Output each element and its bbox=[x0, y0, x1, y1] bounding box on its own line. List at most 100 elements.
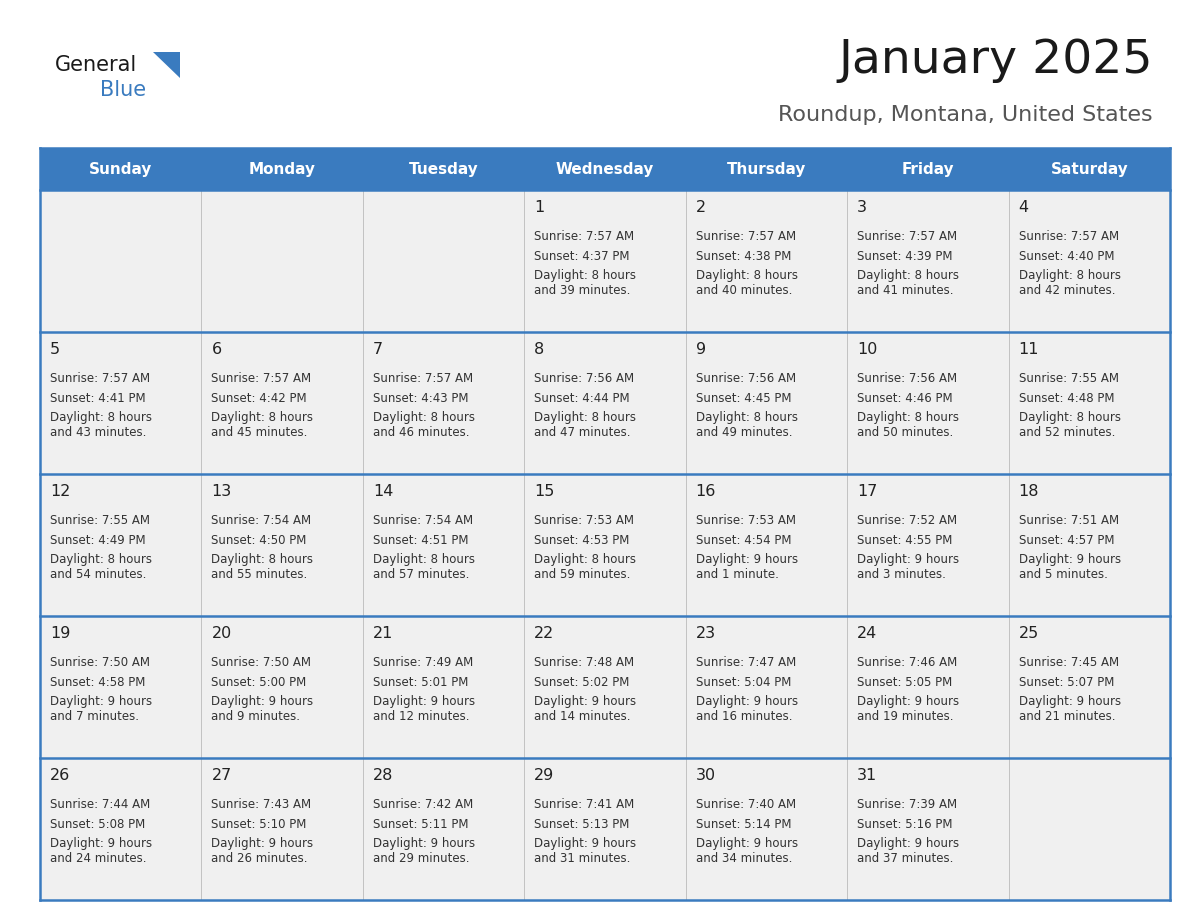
Text: 23: 23 bbox=[696, 626, 716, 641]
Text: Sunset: 4:53 PM: Sunset: 4:53 PM bbox=[535, 533, 630, 546]
Text: 5: 5 bbox=[50, 342, 61, 357]
Text: Sunrise: 7:57 AM: Sunrise: 7:57 AM bbox=[211, 372, 311, 385]
Text: Daylight: 9 hours
and 24 minutes.: Daylight: 9 hours and 24 minutes. bbox=[50, 837, 152, 865]
Text: 8: 8 bbox=[535, 342, 544, 357]
Text: Daylight: 8 hours
and 54 minutes.: Daylight: 8 hours and 54 minutes. bbox=[50, 553, 152, 581]
Text: 31: 31 bbox=[858, 768, 878, 783]
Text: 26: 26 bbox=[50, 768, 70, 783]
Text: Sunrise: 7:42 AM: Sunrise: 7:42 AM bbox=[373, 798, 473, 811]
Text: Sunrise: 7:53 AM: Sunrise: 7:53 AM bbox=[696, 514, 796, 527]
Text: Sunrise: 7:50 AM: Sunrise: 7:50 AM bbox=[211, 656, 311, 669]
Text: Sunrise: 7:52 AM: Sunrise: 7:52 AM bbox=[858, 514, 958, 527]
Text: Sunset: 5:08 PM: Sunset: 5:08 PM bbox=[50, 818, 145, 831]
Text: Daylight: 8 hours
and 45 minutes.: Daylight: 8 hours and 45 minutes. bbox=[211, 411, 314, 439]
Text: 20: 20 bbox=[211, 626, 232, 641]
Text: 17: 17 bbox=[858, 484, 878, 499]
Text: 15: 15 bbox=[535, 484, 555, 499]
Polygon shape bbox=[153, 52, 181, 78]
Bar bbox=[847, 332, 1009, 474]
Bar bbox=[847, 758, 1009, 900]
Text: General: General bbox=[55, 55, 138, 75]
Text: Sunrise: 7:50 AM: Sunrise: 7:50 AM bbox=[50, 656, 150, 669]
Text: Daylight: 8 hours
and 39 minutes.: Daylight: 8 hours and 39 minutes. bbox=[535, 269, 637, 297]
Text: Sunset: 5:00 PM: Sunset: 5:00 PM bbox=[211, 676, 307, 688]
Text: Sunset: 4:42 PM: Sunset: 4:42 PM bbox=[211, 391, 307, 405]
Bar bbox=[524, 474, 685, 616]
Bar bbox=[40, 148, 1170, 190]
Bar bbox=[40, 616, 202, 758]
Bar bbox=[524, 758, 685, 900]
Text: Sunrise: 7:53 AM: Sunrise: 7:53 AM bbox=[535, 514, 634, 527]
Text: Sunset: 4:38 PM: Sunset: 4:38 PM bbox=[696, 250, 791, 263]
Text: 28: 28 bbox=[373, 768, 393, 783]
Text: Sunset: 4:37 PM: Sunset: 4:37 PM bbox=[535, 250, 630, 263]
Text: Daylight: 9 hours
and 19 minutes.: Daylight: 9 hours and 19 minutes. bbox=[858, 695, 959, 723]
Text: Sunset: 5:13 PM: Sunset: 5:13 PM bbox=[535, 818, 630, 831]
Text: Sunrise: 7:54 AM: Sunrise: 7:54 AM bbox=[211, 514, 311, 527]
Text: 22: 22 bbox=[535, 626, 555, 641]
Text: 1: 1 bbox=[535, 200, 544, 215]
Bar bbox=[847, 474, 1009, 616]
Text: Sunrise: 7:55 AM: Sunrise: 7:55 AM bbox=[1018, 372, 1119, 385]
Bar bbox=[685, 616, 847, 758]
Bar bbox=[1009, 758, 1170, 900]
Text: Sunset: 4:57 PM: Sunset: 4:57 PM bbox=[1018, 533, 1114, 546]
Text: Sunset: 4:51 PM: Sunset: 4:51 PM bbox=[373, 533, 468, 546]
Text: Blue: Blue bbox=[100, 80, 146, 100]
Text: Daylight: 8 hours
and 57 minutes.: Daylight: 8 hours and 57 minutes. bbox=[373, 553, 475, 581]
Text: Sunset: 4:48 PM: Sunset: 4:48 PM bbox=[1018, 391, 1114, 405]
Text: Daylight: 9 hours
and 34 minutes.: Daylight: 9 hours and 34 minutes. bbox=[696, 837, 798, 865]
Text: 30: 30 bbox=[696, 768, 716, 783]
Text: Daylight: 8 hours
and 49 minutes.: Daylight: 8 hours and 49 minutes. bbox=[696, 411, 797, 439]
Bar bbox=[202, 758, 362, 900]
Text: Daylight: 8 hours
and 55 minutes.: Daylight: 8 hours and 55 minutes. bbox=[211, 553, 314, 581]
Text: 3: 3 bbox=[858, 200, 867, 215]
Text: Daylight: 9 hours
and 5 minutes.: Daylight: 9 hours and 5 minutes. bbox=[1018, 553, 1120, 581]
Text: 7: 7 bbox=[373, 342, 383, 357]
Text: Sunset: 4:39 PM: Sunset: 4:39 PM bbox=[858, 250, 953, 263]
Bar bbox=[685, 474, 847, 616]
Text: Daylight: 8 hours
and 41 minutes.: Daylight: 8 hours and 41 minutes. bbox=[858, 269, 959, 297]
Bar bbox=[685, 758, 847, 900]
Text: Daylight: 9 hours
and 31 minutes.: Daylight: 9 hours and 31 minutes. bbox=[535, 837, 637, 865]
Bar bbox=[524, 616, 685, 758]
Text: Sunrise: 7:57 AM: Sunrise: 7:57 AM bbox=[535, 230, 634, 243]
Bar bbox=[362, 758, 524, 900]
Text: Sunrise: 7:56 AM: Sunrise: 7:56 AM bbox=[696, 372, 796, 385]
Text: Sunrise: 7:43 AM: Sunrise: 7:43 AM bbox=[211, 798, 311, 811]
Bar bbox=[40, 474, 202, 616]
Text: Sunrise: 7:47 AM: Sunrise: 7:47 AM bbox=[696, 656, 796, 669]
Text: 6: 6 bbox=[211, 342, 221, 357]
Text: 14: 14 bbox=[373, 484, 393, 499]
Text: Sunrise: 7:41 AM: Sunrise: 7:41 AM bbox=[535, 798, 634, 811]
Bar bbox=[1009, 332, 1170, 474]
Text: Saturday: Saturday bbox=[1050, 162, 1129, 176]
Text: Sunrise: 7:40 AM: Sunrise: 7:40 AM bbox=[696, 798, 796, 811]
Bar bbox=[1009, 616, 1170, 758]
Bar bbox=[40, 190, 202, 332]
Text: Daylight: 8 hours
and 40 minutes.: Daylight: 8 hours and 40 minutes. bbox=[696, 269, 797, 297]
Text: Sunset: 4:46 PM: Sunset: 4:46 PM bbox=[858, 391, 953, 405]
Text: Thursday: Thursday bbox=[727, 162, 807, 176]
Text: Sunrise: 7:49 AM: Sunrise: 7:49 AM bbox=[373, 656, 473, 669]
Text: Sunday: Sunday bbox=[89, 162, 152, 176]
Text: Sunrise: 7:56 AM: Sunrise: 7:56 AM bbox=[535, 372, 634, 385]
Text: Daylight: 9 hours
and 7 minutes.: Daylight: 9 hours and 7 minutes. bbox=[50, 695, 152, 723]
Text: Daylight: 8 hours
and 59 minutes.: Daylight: 8 hours and 59 minutes. bbox=[535, 553, 637, 581]
Text: Sunset: 5:04 PM: Sunset: 5:04 PM bbox=[696, 676, 791, 688]
Text: Sunset: 5:16 PM: Sunset: 5:16 PM bbox=[858, 818, 953, 831]
Text: Sunset: 4:44 PM: Sunset: 4:44 PM bbox=[535, 391, 630, 405]
Text: 27: 27 bbox=[211, 768, 232, 783]
Text: Daylight: 9 hours
and 14 minutes.: Daylight: 9 hours and 14 minutes. bbox=[535, 695, 637, 723]
Text: Sunrise: 7:57 AM: Sunrise: 7:57 AM bbox=[696, 230, 796, 243]
Text: Sunset: 4:43 PM: Sunset: 4:43 PM bbox=[373, 391, 468, 405]
Text: Monday: Monday bbox=[248, 162, 316, 176]
Text: Sunset: 5:14 PM: Sunset: 5:14 PM bbox=[696, 818, 791, 831]
Text: 11: 11 bbox=[1018, 342, 1040, 357]
Text: Sunset: 4:58 PM: Sunset: 4:58 PM bbox=[50, 676, 145, 688]
Text: 21: 21 bbox=[373, 626, 393, 641]
Text: 24: 24 bbox=[858, 626, 878, 641]
Text: 16: 16 bbox=[696, 484, 716, 499]
Bar bbox=[362, 474, 524, 616]
Bar bbox=[1009, 474, 1170, 616]
